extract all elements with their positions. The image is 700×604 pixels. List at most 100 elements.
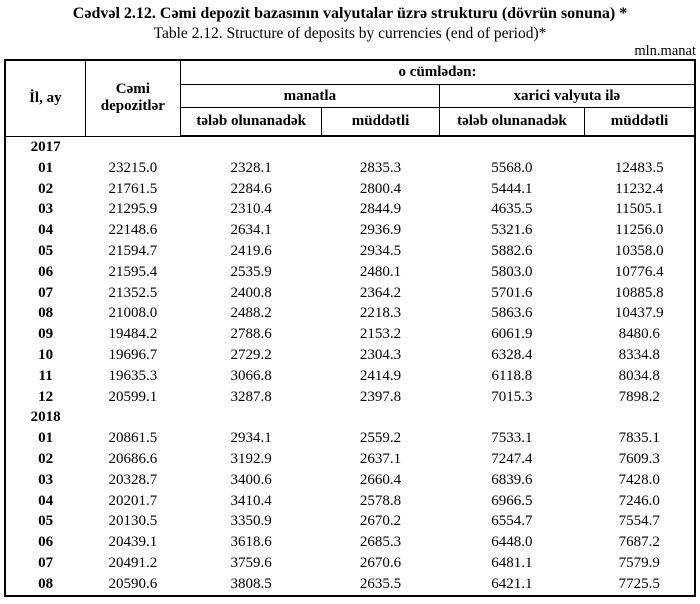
data-row: 12 20599.1 3287.8 2397.8 7015.3 7898.2: [5, 387, 695, 408]
header-year-month: İl, ay: [4, 59, 86, 137]
total-deposits-cell: 22148.6: [108, 222, 158, 239]
month-cell: 03: [38, 471, 54, 488]
manat-term-cell: 2635.5: [359, 575, 402, 592]
month-cell: 02: [38, 180, 54, 197]
month-cell: 08: [38, 575, 54, 592]
data-row: 06 21595.4 2535.9 2480.1 5803.0 10776.4: [5, 262, 695, 283]
month-cell: 06: [38, 534, 54, 551]
manat-demand-cell: 2419.6: [230, 242, 272, 259]
data-row: 07 20491.2 3759.6 2670.6 6481.1 7579.9: [5, 553, 695, 574]
manat-term-cell: 2153.2: [359, 326, 402, 343]
month-cell: 12: [38, 388, 54, 405]
manat-term-cell: 2670.6: [359, 554, 402, 571]
month-cell: 07: [38, 554, 54, 571]
manat-term-cell: 2800.4: [359, 180, 402, 197]
fx-demand-cell: 6448.0: [491, 534, 533, 551]
fx-demand-cell: 5863.6: [491, 305, 533, 322]
header-total-deposits: Cəmi depozitlər: [84, 59, 181, 137]
total-deposits-cell: 20130.5: [108, 513, 158, 530]
manat-term-cell: 2364.2: [359, 284, 402, 301]
total-deposits-cell: 20328.7: [108, 471, 158, 488]
manat-term-cell: 2936.9: [359, 222, 402, 239]
month-cell: 04: [38, 492, 54, 509]
total-deposits-cell: 20491.2: [108, 554, 158, 571]
data-row: 04 20201.7 3410.4 2578.8 6966.5 7246.0: [5, 491, 695, 512]
total-deposits-cell: 20861.5: [108, 430, 158, 447]
fx-term-cell: 7579.9: [618, 554, 660, 571]
header-in-foreign-currency: xarici valyuta ilə: [438, 84, 696, 108]
fx-term-cell: 8334.8: [618, 346, 660, 363]
table-title-az: Cədvəl 2.12. Cəmi depozit bazasının valy…: [72, 5, 628, 22]
manat-term-cell: 2397.8: [359, 388, 402, 405]
fx-demand-cell: 6839.6: [491, 471, 533, 488]
fx-term-cell: 10885.8: [614, 284, 664, 301]
month-cell: 07: [38, 284, 54, 301]
fx-term-cell: 8480.6: [618, 326, 660, 343]
manat-demand-cell: 3350.9: [230, 513, 272, 530]
total-deposits-cell: 19484.2: [108, 326, 158, 343]
total-deposits-cell: 20201.7: [108, 492, 158, 509]
total-deposits-cell: 20590.6: [108, 575, 158, 592]
unit-label: mln.manat: [634, 43, 696, 59]
total-deposits-cell: 21295.9: [108, 201, 158, 218]
manat-term-cell: 2670.2: [359, 513, 402, 530]
fx-demand-cell: 6061.9: [491, 326, 533, 343]
manat-term-cell: 2835.3: [359, 159, 402, 176]
manat-term-cell: 2480.1: [359, 263, 402, 280]
manat-term-cell: 2559.2: [359, 430, 402, 447]
header-manat-term: müddətli: [321, 107, 440, 137]
fx-term-cell: 10776.4: [614, 263, 664, 280]
fx-demand-cell: 5882.6: [491, 242, 533, 259]
manat-term-cell: 2844.9: [359, 201, 402, 218]
fx-demand-cell: 4635.5: [491, 201, 533, 218]
manat-term-cell: 2414.9: [359, 367, 402, 384]
manat-demand-cell: 3066.8: [230, 367, 272, 384]
manat-demand-cell: 2729.2: [230, 346, 272, 363]
data-row: 03 21295.9 2310.4 2844.9 4635.5 11505.1: [5, 199, 695, 220]
year-row: 2018: [5, 407, 695, 428]
total-deposits-cell: 21352.5: [108, 284, 158, 301]
header-row-1: İl, ay Cəmi depozitlər o cümlədən:: [4, 59, 696, 137]
data-row: 11 19635.3 3066.8 2414.9 6118.8 8034.8: [5, 366, 695, 387]
manat-term-cell: 2218.3: [359, 305, 402, 322]
header-fx-demand: tələb olunanadək: [438, 107, 586, 137]
header-including: o cümlədən:: [179, 59, 696, 85]
fx-term-cell: 7687.2: [618, 534, 660, 551]
year-row-filler: [85, 407, 695, 428]
manat-demand-cell: 2634.1: [230, 222, 272, 239]
month-cell: 11: [38, 367, 53, 384]
manat-demand-cell: 2488.2: [230, 305, 272, 322]
fx-demand-cell: 7247.4: [491, 450, 533, 467]
total-deposits-cell: 21761.5: [108, 180, 158, 197]
fx-demand-cell: 6118.8: [491, 367, 533, 384]
manat-demand-cell: 3759.6: [230, 554, 272, 571]
month-cell: 01: [38, 159, 54, 176]
year-row: 2017: [5, 136, 695, 158]
month-cell: 06: [38, 263, 54, 280]
data-row: 08 21008.0 2488.2 2218.3 5863.6 10437.9: [5, 303, 695, 324]
manat-term-cell: 2578.8: [359, 492, 402, 509]
year-cell: 2018: [30, 409, 61, 426]
manat-term-cell: 2685.3: [359, 534, 402, 551]
year-row-filler: [85, 136, 695, 158]
header-row-2: manatla xarici valyuta ilə: [5, 84, 696, 108]
total-deposits-cell: 20439.1: [108, 534, 158, 551]
manat-demand-cell: 2328.1: [230, 159, 272, 176]
fx-term-cell: 7898.2: [618, 388, 660, 405]
manat-demand-cell: 2400.8: [230, 284, 272, 301]
fx-term-cell: 10437.9: [614, 305, 664, 322]
total-deposits-cell: 19696.7: [108, 346, 158, 363]
data-row: 07 21352.5 2400.8 2364.2 5701.6 10885.8: [5, 283, 695, 304]
month-cell: 03: [38, 201, 54, 218]
fx-term-cell: 7725.5: [618, 575, 660, 592]
fx-demand-cell: 5701.6: [491, 284, 533, 301]
manat-demand-cell: 3287.8: [230, 388, 272, 405]
fx-term-cell: 11505.1: [615, 201, 664, 218]
manat-demand-cell: 2310.4: [230, 201, 272, 218]
fx-demand-cell: 5321.6: [491, 222, 533, 239]
total-deposits-cell: 21595.4: [108, 263, 158, 280]
fx-term-cell: 11232.4: [615, 180, 664, 197]
data-row: 04 22148.6 2634.1 2936.9 5321.6 11256.0: [5, 220, 695, 241]
data-row: 10 19696.7 2729.2 2304.3 6328.4 8334.8: [5, 345, 695, 366]
header-in-manat: manatla: [179, 84, 440, 108]
